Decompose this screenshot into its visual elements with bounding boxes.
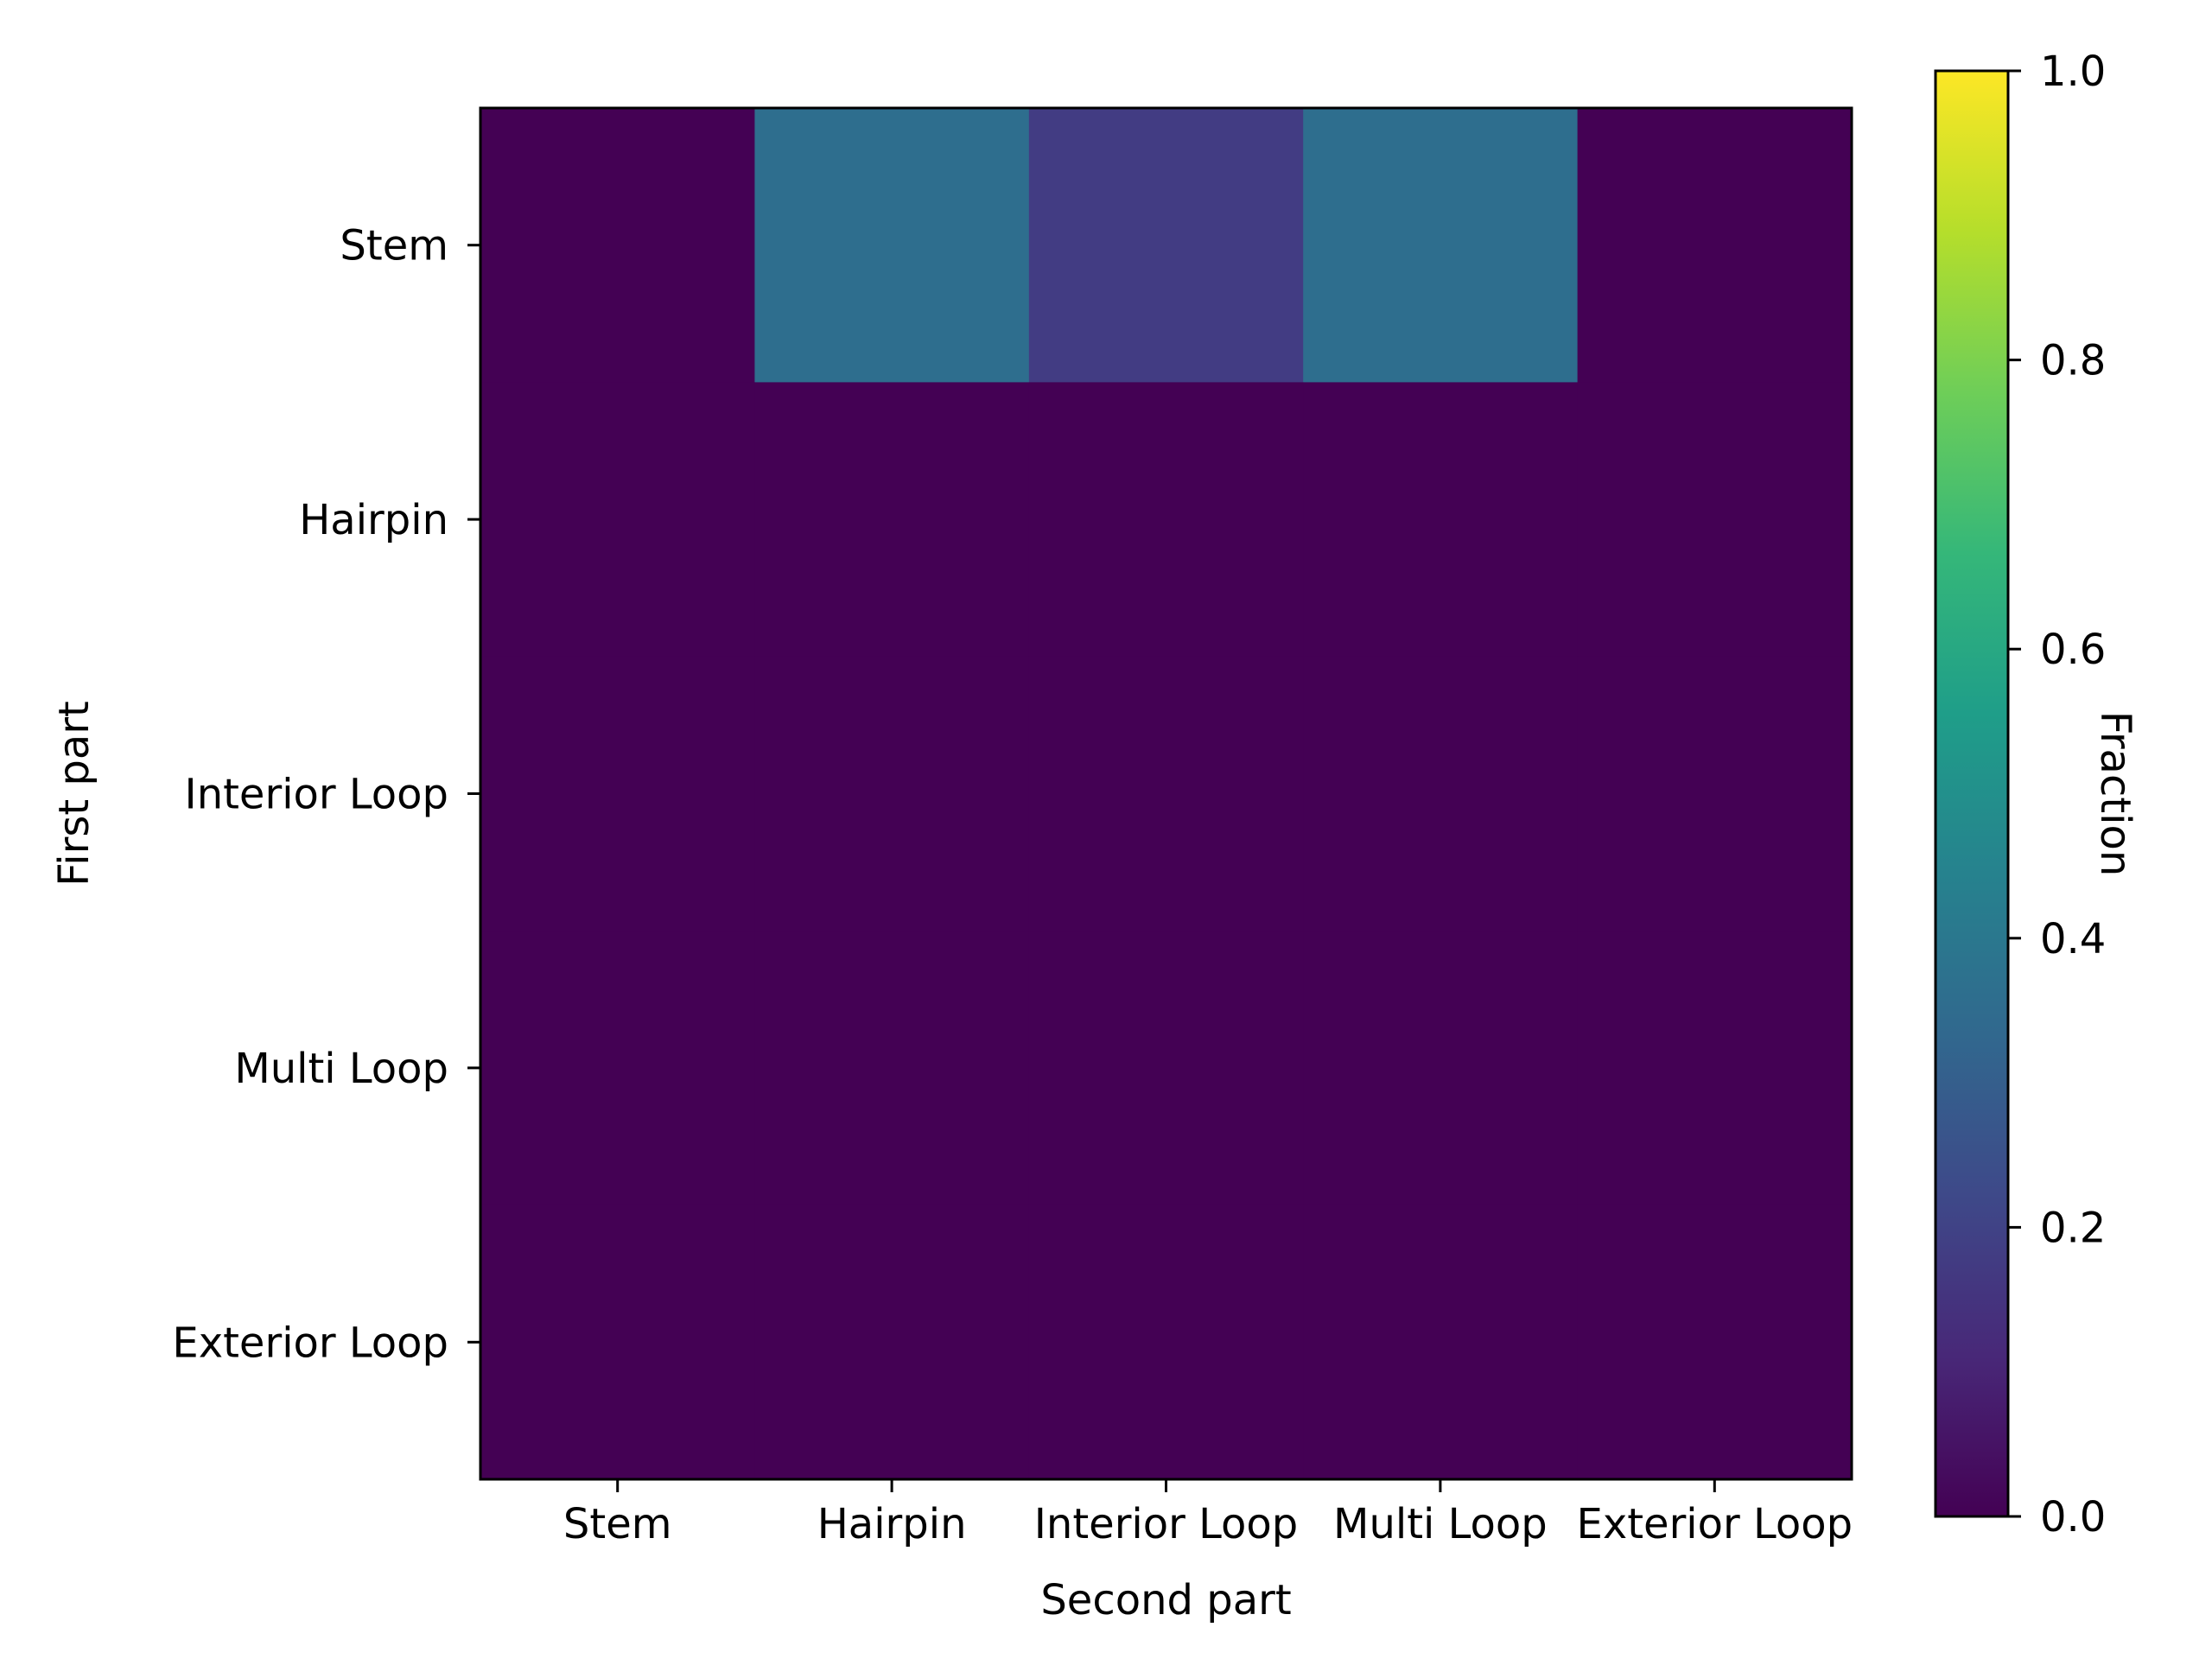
y-tick-label: Multi Loop — [234, 1045, 448, 1093]
colorbar-tick-label: 0.4 — [2040, 915, 2106, 963]
colorbar-ticks: 0.0 0.2 0.4 0.6 0.8 1.0 — [2008, 48, 2106, 1541]
heatmap-cell-r2-c2 — [1028, 656, 1304, 931]
colorbar-tick-label: 0.2 — [2040, 1204, 2106, 1252]
x-tick-label: Exterior Loop — [1576, 1500, 1853, 1548]
x-tick-label: Interior Loop — [1034, 1500, 1298, 1548]
heatmap-cell-r2-c4 — [1577, 656, 1853, 931]
x-tick-label: Stem — [563, 1500, 672, 1548]
colorbar-tick-label: 1.0 — [2040, 48, 2106, 96]
colorbar-label: Fraction — [2091, 711, 2139, 877]
heatmap-cell-r0-c2 — [1028, 108, 1304, 383]
y-tick-label: Hairpin — [299, 496, 448, 544]
heatmap-cell-r1-c4 — [1577, 382, 1853, 658]
heatmap-cell-r4-c1 — [754, 1205, 1030, 1480]
heatmap-cell-r0-c4 — [1577, 108, 1853, 383]
y-axis-ticks: Stem Hairpin Interior Loop Multi Loop Exteri… — [172, 222, 480, 1367]
heatmap-cell-r0-c1 — [754, 108, 1030, 383]
x-axis-label: Second part — [1040, 1576, 1291, 1624]
x-axis-ticks: Stem Hairpin Interior Loop Multi Loop Exteri… — [563, 1479, 1853, 1548]
heatmap-cells — [480, 108, 1853, 1480]
heatmap-cell-r3-c4 — [1577, 931, 1853, 1206]
heatmap-cell-r4-c4 — [1577, 1205, 1853, 1480]
colorbar-tick-label: 0.6 — [2040, 626, 2106, 674]
colorbar-tick-label: 0.0 — [2040, 1493, 2106, 1541]
y-axis-label: First part — [50, 701, 99, 887]
heatmap-cell-r3-c3 — [1303, 931, 1579, 1206]
y-tick-label: Exterior Loop — [172, 1319, 448, 1367]
heatmap-cell-r1-c0 — [480, 382, 755, 658]
x-tick-label: Multi Loop — [1333, 1500, 1548, 1548]
heatmap-cell-r0-c0 — [480, 108, 755, 383]
colorbar — [1934, 69, 2010, 1518]
x-tick-label: Hairpin — [817, 1500, 967, 1548]
heatmap-cell-r4-c0 — [480, 1205, 755, 1480]
heatmap-cell-r3-c2 — [1028, 931, 1304, 1206]
y-tick-label: Stem — [340, 222, 448, 270]
heatmap-cell-r4-c3 — [1303, 1205, 1579, 1480]
heatmap-cell-r1-c3 — [1303, 382, 1579, 658]
heatmap-cell-r3-c0 — [480, 931, 755, 1206]
heatmap-cell-r2-c0 — [480, 656, 755, 931]
y-tick-label: Interior Loop — [185, 771, 448, 819]
heatmap-cell-r4-c2 — [1028, 1205, 1304, 1480]
heatmap-cell-r1-c1 — [754, 382, 1030, 658]
heatmap-cell-r1-c2 — [1028, 382, 1304, 658]
heatmap-cell-r3-c1 — [754, 931, 1030, 1206]
colorbar-tick-label: 0.8 — [2040, 337, 2106, 385]
heatmap-cell-r2-c3 — [1303, 656, 1579, 931]
heatmap-cell-r2-c1 — [754, 656, 1030, 931]
heatmap-cell-r0-c3 — [1303, 108, 1579, 383]
